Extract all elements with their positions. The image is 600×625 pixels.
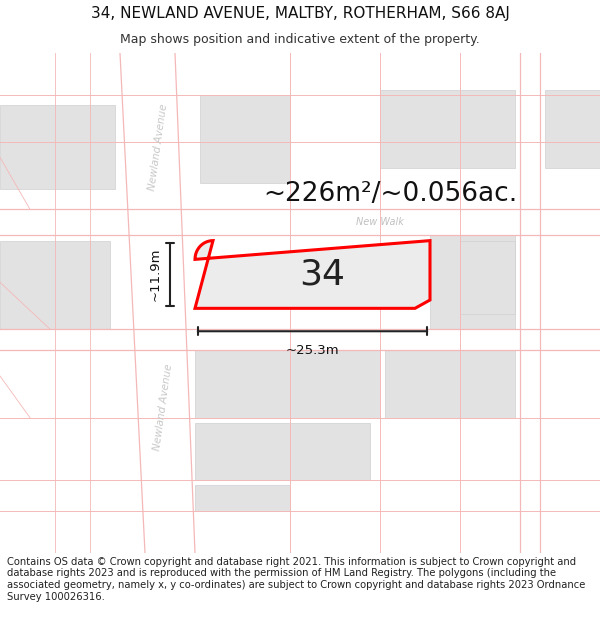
Text: ~11.9m: ~11.9m bbox=[149, 248, 162, 301]
Polygon shape bbox=[200, 95, 290, 183]
Text: ~25.3m: ~25.3m bbox=[286, 344, 340, 357]
Text: Newland Avenue: Newland Avenue bbox=[152, 363, 174, 451]
Polygon shape bbox=[195, 350, 380, 418]
Polygon shape bbox=[0, 105, 115, 189]
Text: Map shows position and indicative extent of the property.: Map shows position and indicative extent… bbox=[120, 33, 480, 46]
Polygon shape bbox=[195, 486, 290, 511]
Polygon shape bbox=[430, 236, 515, 329]
Text: 34, NEWLAND AVENUE, MALTBY, ROTHERHAM, S66 8AJ: 34, NEWLAND AVENUE, MALTBY, ROTHERHAM, S… bbox=[91, 6, 509, 21]
Polygon shape bbox=[0, 209, 600, 236]
Polygon shape bbox=[460, 241, 515, 314]
Polygon shape bbox=[380, 89, 515, 168]
Polygon shape bbox=[545, 89, 600, 168]
Text: New Walk: New Walk bbox=[356, 217, 404, 227]
Polygon shape bbox=[0, 241, 110, 329]
Polygon shape bbox=[385, 350, 515, 418]
Polygon shape bbox=[195, 423, 370, 480]
Text: Contains OS data © Crown copyright and database right 2021. This information is : Contains OS data © Crown copyright and d… bbox=[7, 557, 586, 601]
Polygon shape bbox=[0, 329, 600, 350]
Text: 34: 34 bbox=[299, 258, 346, 291]
Polygon shape bbox=[120, 53, 195, 553]
Polygon shape bbox=[195, 241, 430, 308]
Text: ~226m²/~0.056ac.: ~226m²/~0.056ac. bbox=[263, 181, 517, 207]
Text: Newland Avenue: Newland Avenue bbox=[147, 102, 169, 191]
Polygon shape bbox=[520, 53, 540, 553]
